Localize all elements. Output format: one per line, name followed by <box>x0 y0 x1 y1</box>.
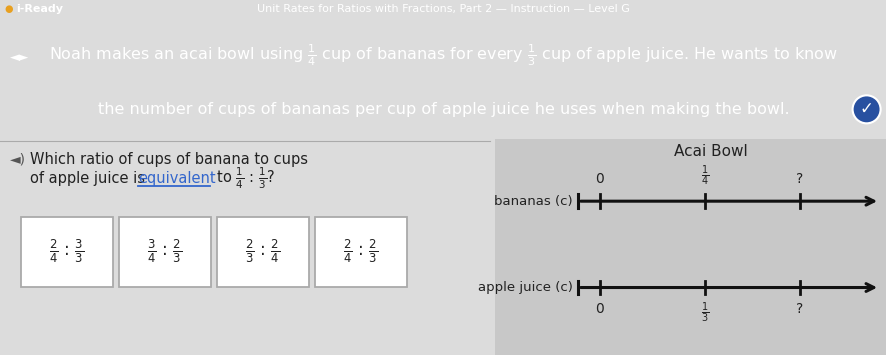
Text: 0: 0 <box>595 172 603 186</box>
Text: ?: ? <box>796 172 803 186</box>
Text: ◄): ◄) <box>10 153 26 166</box>
Text: $\frac{2}{4}$ : $\frac{2}{3}$: $\frac{2}{4}$ : $\frac{2}{3}$ <box>343 238 378 266</box>
Text: i-Ready: i-Ready <box>16 4 63 14</box>
Text: ✓: ✓ <box>859 100 873 118</box>
Text: ●: ● <box>4 4 13 14</box>
Text: Acai Bowl: Acai Bowl <box>673 144 747 159</box>
Text: Which ratio of cups of banana to cups: Which ratio of cups of banana to cups <box>30 152 307 167</box>
Text: $\frac{2}{4}$ : $\frac{3}{3}$: $\frac{2}{4}$ : $\frac{3}{3}$ <box>50 238 84 266</box>
FancyBboxPatch shape <box>21 217 113 286</box>
Text: 0: 0 <box>595 302 603 316</box>
Text: ?: ? <box>796 302 803 316</box>
FancyBboxPatch shape <box>217 217 308 286</box>
Text: to $\frac{1}{4}$ : $\frac{1}{3}$?: to $\frac{1}{4}$ : $\frac{1}{3}$? <box>212 166 276 191</box>
Text: $\frac{3}{4}$ : $\frac{2}{3}$: $\frac{3}{4}$ : $\frac{2}{3}$ <box>147 238 183 266</box>
Text: equivalent: equivalent <box>138 171 215 186</box>
Text: $\frac{1}{4}$: $\frac{1}{4}$ <box>700 163 708 187</box>
Text: Unit Rates for Ratios with Fractions, Part 2 — Instruction — Level G: Unit Rates for Ratios with Fractions, Pa… <box>257 4 629 14</box>
Text: the number of cups of bananas per cup of apple juice he uses when making the bow: the number of cups of bananas per cup of… <box>97 102 789 117</box>
FancyBboxPatch shape <box>494 139 886 355</box>
FancyBboxPatch shape <box>119 217 211 286</box>
Text: $\frac{2}{3}$ : $\frac{2}{4}$: $\frac{2}{3}$ : $\frac{2}{4}$ <box>245 238 280 266</box>
Text: of apple juice is: of apple juice is <box>30 171 150 186</box>
FancyBboxPatch shape <box>315 217 407 286</box>
Text: Noah makes an acai bowl using $\frac{1}{4}$ cup of bananas for every $\frac{1}{3: Noah makes an acai bowl using $\frac{1}{… <box>49 42 837 67</box>
Text: bananas (c): bananas (c) <box>494 195 572 208</box>
Text: apple juice (c): apple juice (c) <box>478 281 572 294</box>
Text: $\frac{1}{3}$: $\frac{1}{3}$ <box>700 301 708 326</box>
Text: ◄►: ◄► <box>10 51 29 64</box>
